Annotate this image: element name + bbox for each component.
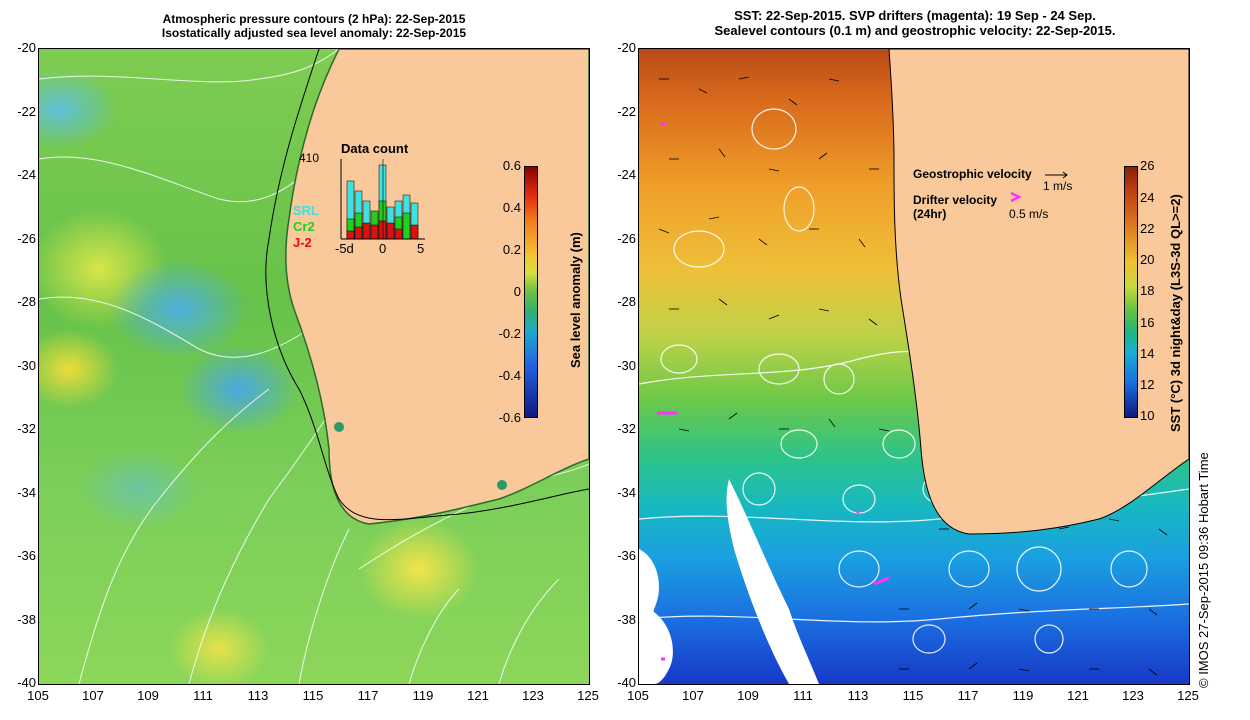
right-title-line2: Sealevel contours (0.1 m) and geostrophi…: [714, 23, 1116, 38]
left-map-overlay: [39, 49, 589, 684]
right-xlabel-123: 123: [1122, 688, 1144, 703]
left-xlabel-117: 117: [357, 688, 379, 703]
right-cbar-label-20: 20: [1140, 252, 1155, 267]
left-ylabel-minus36: -36: [17, 548, 36, 563]
left-cbar-label-minus0.6: -0.6: [498, 410, 521, 425]
inset-series-cr2: Cr2: [293, 219, 315, 234]
right-map-title: SST: 22-Sep-2015. SVP drifters (magenta)…: [640, 8, 1190, 38]
sea-level-anomaly-map: Data count 410: [38, 48, 590, 685]
left-cbar-label-0.4: 0.4: [502, 200, 521, 215]
geostrophic-velocity-label: Geostrophic velocity: [913, 167, 1032, 181]
left-xlabel-123: 123: [522, 688, 544, 703]
geostrophic-scale: 1 m/s: [1043, 179, 1073, 193]
right-ylabel-minus26: -26: [617, 231, 636, 246]
left-xlabel-113: 113: [247, 688, 269, 703]
inset-bars: [340, 159, 425, 240]
credit-text: © IMOS 27-Sep-2015 09:36 Hobart Time: [1196, 452, 1211, 688]
sst-map: Geostrophic velocity 1 m/s Drifter veloc…: [638, 48, 1190, 685]
right-xlabel-111: 111: [793, 688, 813, 703]
right-ylabel-minus24: -24: [617, 167, 636, 182]
left-cbar-label-minus0.2: -0.2: [498, 326, 521, 341]
left-xlabel-111: 111: [193, 688, 213, 703]
right-xlabel-119: 119: [1012, 688, 1034, 703]
left-title-line1: Atmospheric pressure contours (2 hPa): 2…: [162, 12, 466, 26]
left-cbar-label-0.6: 0.6: [502, 158, 521, 173]
right-cbar-label-26: 26: [1140, 158, 1155, 173]
velocity-legend: Geostrophic velocity 1 m/s Drifter veloc…: [913, 167, 1093, 227]
right-ylabel-minus28: -28: [617, 294, 636, 309]
right-ylabel-minus36: -36: [617, 548, 636, 563]
drifter-arrow-icon: [1010, 191, 1022, 203]
sea-level-colorbar: [524, 166, 538, 418]
left-ylabel-minus26: -26: [17, 231, 36, 246]
right-cbar-label-16: 16: [1140, 315, 1155, 330]
inset-xlabel-plus5: 5: [417, 241, 425, 256]
right-cbar-label-18: 18: [1140, 283, 1155, 298]
inset-xlabel-minus5: -5d: [335, 241, 354, 256]
right-cbar-label-24: 24: [1140, 190, 1155, 205]
right-ylabel-minus20: -20: [617, 40, 636, 55]
left-xlabel-109: 109: [137, 688, 159, 703]
right-ylabel-minus22: -22: [617, 104, 636, 119]
left-cbar-label-0.2: 0.2: [502, 242, 521, 257]
left-ylabel-minus20: -20: [17, 40, 36, 55]
right-map-overlay: [639, 49, 1189, 684]
left-ylabel-minus32: -32: [17, 421, 36, 436]
left-xlabel-125: 125: [577, 688, 599, 703]
right-cbar-label-12: 12: [1140, 377, 1155, 392]
left-ylabel-minus22: -22: [17, 104, 36, 119]
left-cbar-title: Sea level anomaly (m): [568, 232, 583, 368]
right-cbar-title: SST (°C) 3d night&day (L3S-3d QL>=2): [1168, 194, 1183, 432]
right-cbar-label-10: 10: [1140, 408, 1155, 423]
left-map-title: Atmospheric pressure contours (2 hPa): 2…: [40, 12, 588, 40]
drifter-velocity-label-line1: Drifter velocity: [913, 193, 998, 207]
right-cbar-label-14: 14: [1140, 346, 1155, 361]
data-count-inset: Data count 410: [289, 141, 439, 261]
left-xlabel-107: 107: [82, 688, 104, 703]
right-ylabel-minus30: -30: [617, 358, 636, 373]
inset-series-srl: SRL: [293, 203, 319, 218]
left-ylabel-minus30: -30: [17, 358, 36, 373]
left-ylabel-minus24: -24: [17, 167, 36, 182]
right-xlabel-125: 125: [1177, 688, 1199, 703]
right-xlabel-121: 121: [1067, 688, 1089, 703]
right-ylabel-minus34: -34: [617, 485, 636, 500]
left-xlabel-119: 119: [412, 688, 434, 703]
right-ylabel-minus38: -38: [617, 612, 636, 627]
inset-series-j2: J-2: [293, 235, 312, 250]
right-cbar-label-22: 22: [1140, 221, 1155, 236]
right-xlabel-107: 107: [682, 688, 704, 703]
geostrophic-arrow-icon: [1045, 171, 1068, 179]
right-xlabel-105: 105: [627, 688, 649, 703]
left-title-line2: Isostatically adjusted sea level anomaly…: [161, 26, 467, 40]
right-xlabel-117: 117: [957, 688, 979, 703]
left-ylabel-minus38: -38: [17, 612, 36, 627]
inset-xlabel-zero: 0: [379, 241, 387, 256]
right-xlabel-113: 113: [847, 688, 869, 703]
right-ylabel-minus32: -32: [617, 421, 636, 436]
left-ylabel-minus34: -34: [17, 485, 36, 500]
drifter-scale: 0.5 m/s: [1009, 207, 1049, 221]
sst-colorbar: [1124, 166, 1138, 418]
left-xlabel-105: 105: [27, 688, 49, 703]
left-xlabel-121: 121: [467, 688, 489, 703]
drifter-velocity-label-line2: (24hr): [913, 207, 947, 221]
right-title-line1: SST: 22-Sep-2015. SVP drifters (magenta)…: [734, 8, 1096, 23]
right-xlabel-109: 109: [737, 688, 759, 703]
right-xlabel-115: 115: [902, 688, 924, 703]
left-cbar-label-0: 0: [513, 284, 521, 299]
right-ylabel-minus40: -40: [617, 675, 636, 690]
left-ylabel-minus28: -28: [17, 294, 36, 309]
left-ylabel-minus40: -40: [17, 675, 36, 690]
left-xlabel-115: 115: [302, 688, 324, 703]
left-cbar-label-minus0.4: -0.4: [498, 368, 521, 383]
inset-title: Data count: [341, 141, 409, 156]
inset-ymax: 410: [299, 151, 320, 165]
